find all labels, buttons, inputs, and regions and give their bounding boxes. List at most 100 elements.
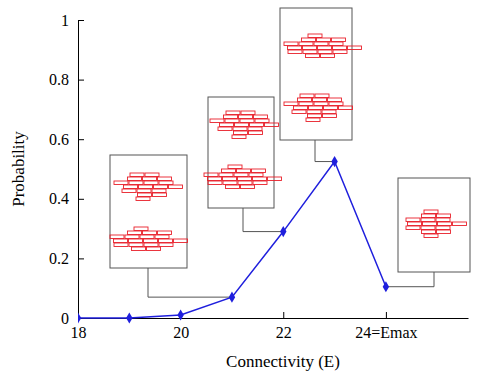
x-tick: 22 [276, 312, 292, 341]
molecule-brick [152, 189, 166, 193]
molecule-brick [308, 114, 322, 118]
molecule [204, 111, 282, 189]
molecule-brick [114, 181, 128, 185]
molecule-brick [138, 193, 152, 197]
molecule-brick [237, 169, 251, 173]
molecule-brick [124, 185, 138, 189]
molecule-brick [234, 173, 248, 177]
molecule-brick [323, 114, 337, 118]
molecule-brick [225, 119, 239, 123]
molecule-brick [144, 181, 158, 185]
molecule-brick [299, 42, 313, 46]
molecule-brick [288, 50, 302, 54]
molecule-brick [303, 46, 317, 50]
molecule-brick [333, 50, 347, 54]
inset-box [208, 97, 274, 208]
leader-line [243, 208, 283, 232]
molecule-brick [321, 54, 335, 58]
data-point [126, 312, 132, 323]
molecule-brick [210, 119, 224, 123]
molecule-brick [329, 102, 343, 106]
data-line [78, 162, 386, 318]
x-tick: 24=Emax [355, 312, 417, 341]
molecule-brick [303, 50, 317, 54]
molecule-brick [218, 127, 232, 131]
molecule-brick [128, 231, 142, 235]
data-point [383, 281, 389, 292]
molecule-brick [292, 110, 306, 114]
molecule [406, 210, 467, 238]
molecule-brick [298, 98, 312, 102]
molecule-brick [222, 169, 236, 173]
molecule-brick [300, 94, 314, 98]
y-tick: 0.8 [49, 71, 84, 88]
molecule-brick [137, 189, 151, 193]
molecule-brick [421, 226, 435, 230]
molecule-brick [232, 135, 246, 139]
molecule-brick [159, 181, 173, 185]
molecule-brick [306, 118, 320, 122]
leader-line [148, 268, 232, 297]
molecule-brick [129, 243, 143, 247]
molecule-brick [317, 38, 331, 42]
molecule-brick [129, 181, 143, 185]
molecule-brick [333, 46, 347, 50]
x-axis: 18202224=Emax [71, 312, 469, 341]
molecule-brick [134, 227, 148, 231]
y-tick-mark [78, 139, 84, 140]
y-tick: 1 [61, 12, 84, 29]
molecule-brick [437, 230, 451, 234]
molecule [284, 34, 362, 122]
chart: 18202224=Emax00.20.40.60.81Connectivity … [0, 0, 479, 377]
molecule-brick [128, 177, 142, 181]
molecule-brick [314, 102, 328, 106]
molecule-brick [422, 214, 436, 218]
y-tick-label: 0.2 [49, 250, 69, 267]
molecule-brick [288, 46, 302, 50]
molecule-brick [408, 222, 422, 226]
molecule-brick [255, 119, 269, 123]
molecule-brick [154, 185, 168, 189]
molecule-brick [239, 115, 253, 119]
data-point [331, 156, 337, 167]
molecule-brick [238, 181, 252, 185]
molecule-brick [315, 94, 329, 98]
molecule-brick [437, 214, 451, 218]
molecule-brick [268, 177, 282, 181]
molecule [110, 173, 188, 251]
molecule-brick [302, 38, 316, 42]
x-tick-label: 18 [71, 324, 87, 341]
molecule-brick [130, 173, 144, 177]
molecule-brick [249, 131, 263, 135]
molecule-brick [322, 110, 336, 114]
molecule-brick [132, 247, 146, 251]
molecule-brick [145, 173, 159, 177]
y-tick-mark [78, 258, 84, 259]
molecule-brick [158, 177, 172, 181]
molecule-brick [114, 239, 128, 243]
molecule-brick [220, 123, 234, 127]
molecule-brick [174, 239, 188, 243]
molecule-brick [235, 123, 249, 127]
y-tick-mark [78, 199, 84, 200]
insets [110, 8, 470, 297]
molecule-brick [234, 131, 248, 135]
x-tick-label: 22 [276, 324, 292, 341]
molecule-brick [284, 102, 298, 106]
y-tick-label: 0 [61, 310, 69, 327]
leader-line [315, 140, 335, 162]
data-point [280, 226, 286, 237]
molecule-brick [406, 218, 420, 222]
inset-box [398, 178, 470, 272]
molecule-brick [253, 177, 267, 181]
molecule-brick [348, 46, 362, 50]
molecule-brick [248, 127, 262, 131]
molecule-brick [253, 181, 267, 185]
data-point [229, 292, 235, 303]
molecule-brick [208, 177, 222, 181]
x-axis-title: Connectivity (E) [226, 352, 340, 371]
molecule-brick [233, 127, 247, 131]
molecule-brick [110, 235, 124, 239]
molecule-brick [241, 111, 255, 115]
molecule-brick [159, 239, 173, 243]
